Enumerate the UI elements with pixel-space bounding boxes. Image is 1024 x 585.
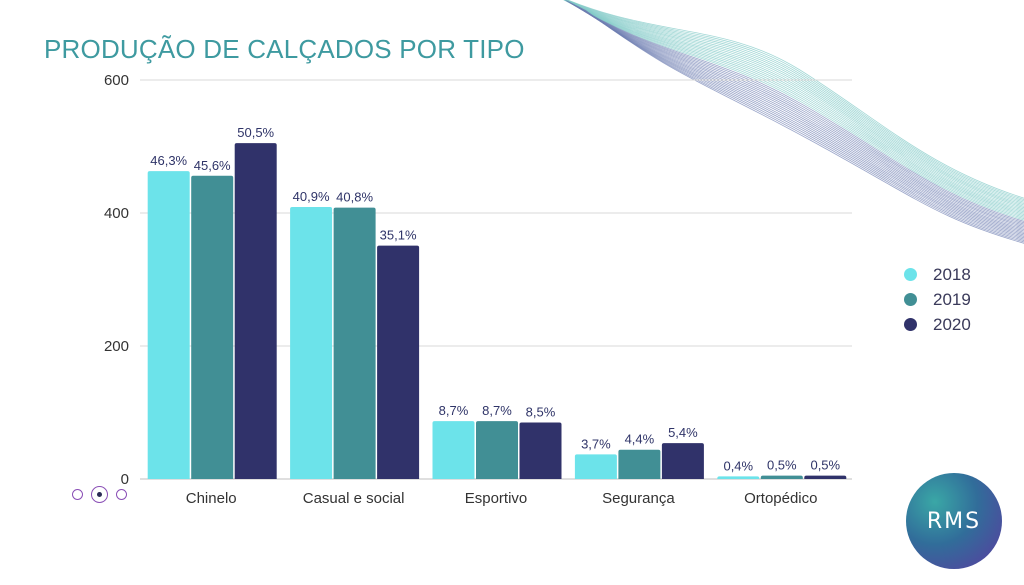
wave-line	[579, 7, 1024, 239]
pager-dot-1[interactable]	[72, 489, 83, 500]
legend-label: 2018	[933, 264, 971, 284]
data-label: 45,6%	[194, 158, 231, 173]
wave-line	[569, 1, 1024, 226]
legend-label: 2020	[933, 314, 971, 334]
bar	[147, 171, 190, 480]
logo-text: RMS	[926, 508, 982, 534]
wave-line	[563, 0, 1024, 215]
data-label: 40,8%	[336, 190, 373, 205]
rms-logo: RMS	[906, 473, 1002, 569]
data-label: 5,4%	[668, 425, 698, 440]
wave-line	[566, 0, 1024, 224]
legend-item-2019: 2019	[904, 287, 971, 312]
pager-dot-2-active[interactable]	[91, 486, 108, 503]
data-label: 8,5%	[526, 404, 556, 419]
y-tick-label: 400	[104, 205, 129, 222]
wave-line	[564, 0, 1024, 207]
slide-pager	[72, 486, 127, 503]
wave-line	[584, 9, 1024, 244]
wave-line	[566, 0, 1024, 200]
wave-line	[583, 9, 1024, 243]
y-tick-label: 0	[121, 471, 129, 488]
data-label: 35,1%	[380, 228, 417, 243]
chart-title: PRODUÇÃO DE CALÇADOS POR TIPO	[44, 34, 525, 64]
wave-line	[563, 0, 1024, 218]
data-label: 40,9%	[293, 189, 330, 204]
bar	[234, 143, 277, 480]
wave-line	[566, 0, 1024, 199]
x-tick-label: Segurança	[602, 490, 675, 507]
bar	[377, 245, 420, 479]
bar	[618, 449, 661, 479]
bar	[476, 421, 518, 479]
legend-swatch	[904, 318, 917, 331]
pager-dot-3[interactable]	[116, 489, 127, 500]
wave-line	[563, 0, 1024, 211]
legend-swatch	[904, 293, 917, 306]
bar	[333, 207, 376, 479]
bar	[290, 207, 333, 479]
bar	[574, 454, 617, 479]
x-tick-label: Ortopédico	[744, 490, 817, 507]
x-tick-label: Casual e social	[303, 490, 405, 507]
wave-line	[578, 6, 1024, 237]
wave-line	[563, 0, 1024, 213]
bar	[432, 421, 475, 479]
wave-line	[577, 6, 1024, 236]
legend-item-2018: 2018	[904, 262, 971, 287]
wave-line	[565, 0, 1024, 202]
wave-line	[564, 0, 1024, 221]
wave-line	[581, 7, 1024, 240]
wave-line	[565, 0, 1024, 222]
wave-line	[564, 0, 1024, 206]
wave-line	[571, 2, 1024, 229]
data-label: 8,7%	[482, 403, 512, 418]
bar	[760, 475, 803, 479]
wave-line	[573, 4, 1024, 232]
y-tick-label: 200	[104, 338, 129, 355]
bar	[804, 475, 847, 479]
data-label: 0,5%	[767, 458, 797, 473]
wave-line	[565, 0, 1024, 203]
wave-line	[567, 1, 1024, 225]
legend-item-2020: 2020	[904, 312, 971, 337]
bar	[519, 422, 562, 479]
legend: 2018 2019 2020	[904, 262, 971, 337]
wave-line	[564, 0, 1024, 209]
wave-line	[570, 2, 1024, 228]
data-label: 50,5%	[237, 125, 274, 140]
bar	[191, 175, 234, 479]
wave-line	[563, 0, 1024, 210]
wave-line	[563, 0, 1024, 217]
legend-label: 2019	[933, 289, 971, 309]
data-label: 8,7%	[439, 403, 469, 418]
data-label: 0,4%	[723, 458, 753, 473]
bar	[717, 476, 760, 479]
wave-line	[575, 4, 1024, 233]
data-label: 3,7%	[581, 436, 611, 451]
wave-line	[582, 8, 1024, 241]
y-tick-label: 600	[104, 72, 129, 89]
wave-line	[572, 3, 1024, 230]
data-label: 4,4%	[625, 432, 655, 447]
data-label: 0,5%	[810, 458, 840, 473]
x-tick-label: Esportivo	[465, 490, 528, 507]
x-tick-label: Chinelo	[186, 490, 237, 507]
data-label: 46,3%	[150, 153, 187, 168]
wave-line	[576, 5, 1024, 235]
wave-line	[564, 0, 1024, 204]
wave-line	[563, 0, 1024, 214]
wave-line	[563, 0, 1024, 220]
legend-swatch	[904, 268, 917, 281]
bar	[661, 443, 704, 479]
